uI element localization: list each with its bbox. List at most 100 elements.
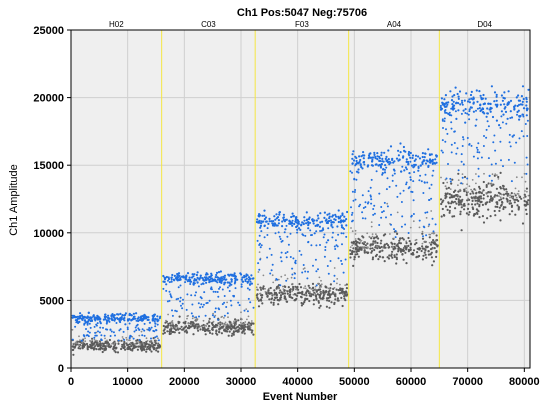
positive-droplet bbox=[468, 143, 471, 146]
negative-droplet bbox=[418, 254, 421, 258]
negative-droplet bbox=[272, 303, 275, 306]
positive-droplet bbox=[352, 150, 355, 153]
negative-droplet bbox=[491, 197, 494, 200]
negative-droplet bbox=[131, 349, 134, 352]
positive-droplet bbox=[385, 155, 388, 158]
positive-droplet bbox=[147, 318, 150, 321]
positive-droplet bbox=[258, 234, 261, 237]
positive-droplet bbox=[428, 223, 431, 226]
positive-droplet bbox=[337, 209, 340, 212]
positive-droplet bbox=[526, 119, 529, 122]
positive-droplet bbox=[363, 163, 366, 166]
negative-droplet bbox=[453, 200, 457, 203]
negative-droplet bbox=[415, 241, 418, 245]
positive-droplet bbox=[200, 283, 203, 286]
negative-droplet bbox=[304, 287, 307, 290]
positive-droplet bbox=[95, 324, 98, 327]
negative-droplet bbox=[234, 318, 237, 321]
negative-droplet bbox=[353, 258, 356, 261]
positive-droplet bbox=[461, 176, 464, 179]
positive-droplet bbox=[482, 93, 485, 97]
negative-droplet bbox=[390, 253, 393, 256]
negative-droplet bbox=[243, 332, 246, 335]
positive-droplet bbox=[123, 338, 126, 341]
negative-droplet bbox=[108, 338, 111, 342]
y-tick-label: 10000 bbox=[33, 228, 64, 240]
negative-droplet bbox=[277, 278, 280, 281]
negative-droplet bbox=[482, 193, 485, 197]
positive-droplet bbox=[286, 251, 289, 253]
positive-droplet bbox=[213, 316, 216, 318]
negative-droplet bbox=[186, 315, 189, 318]
negative-droplet bbox=[138, 334, 141, 337]
negative-droplet bbox=[185, 331, 189, 334]
positive-droplet bbox=[317, 217, 320, 220]
negative-droplet bbox=[429, 253, 432, 256]
negative-droplet bbox=[125, 336, 128, 339]
positive-droplet bbox=[518, 118, 521, 121]
positive-droplet bbox=[152, 315, 155, 318]
positive-droplet bbox=[307, 240, 310, 243]
positive-droplet bbox=[212, 290, 215, 293]
negative-droplet bbox=[409, 226, 412, 229]
positive-droplet bbox=[457, 95, 460, 98]
negative-droplet bbox=[412, 249, 416, 252]
positive-droplet bbox=[291, 224, 294, 227]
positive-droplet bbox=[323, 211, 326, 214]
positive-droplet bbox=[301, 271, 304, 274]
negative-droplet bbox=[487, 191, 490, 194]
positive-droplet bbox=[259, 246, 262, 249]
positive-droplet bbox=[486, 120, 489, 123]
positive-droplet bbox=[327, 272, 330, 275]
negative-droplet bbox=[261, 302, 264, 305]
negative-droplet bbox=[435, 234, 438, 237]
negative-droplet bbox=[511, 196, 514, 199]
positive-droplet bbox=[309, 221, 312, 224]
negative-droplet bbox=[124, 348, 127, 351]
positive-droplet bbox=[179, 284, 182, 287]
negative-droplet bbox=[211, 332, 214, 335]
negative-droplet bbox=[158, 344, 161, 347]
negative-droplet bbox=[153, 339, 157, 342]
positive-droplet bbox=[296, 231, 299, 234]
positive-droplet bbox=[282, 213, 285, 216]
negative-droplet bbox=[193, 316, 196, 319]
positive-droplet bbox=[313, 232, 316, 235]
positive-droplet bbox=[427, 148, 430, 151]
negative-droplet bbox=[489, 195, 493, 198]
positive-droplet bbox=[369, 195, 372, 198]
positive-droplet bbox=[156, 315, 159, 318]
negative-droplet bbox=[498, 206, 501, 209]
positive-droplet bbox=[450, 99, 454, 102]
negative-droplet bbox=[466, 183, 468, 186]
positive-droplet bbox=[303, 216, 306, 219]
negative-droplet bbox=[520, 197, 523, 200]
negative-droplet bbox=[478, 195, 481, 198]
negative-droplet bbox=[241, 318, 243, 321]
negative-droplet bbox=[517, 190, 520, 193]
positive-droplet bbox=[359, 203, 362, 206]
negative-droplet bbox=[354, 238, 357, 240]
positive-droplet bbox=[336, 245, 339, 248]
negative-droplet bbox=[84, 337, 86, 340]
positive-droplet bbox=[341, 263, 343, 265]
positive-droplet bbox=[394, 236, 397, 239]
positive-droplet bbox=[372, 213, 375, 216]
negative-droplet bbox=[460, 203, 463, 206]
positive-droplet bbox=[388, 185, 391, 188]
positive-droplet bbox=[472, 96, 475, 99]
negative-droplet bbox=[277, 303, 280, 306]
positive-droplet bbox=[361, 167, 364, 170]
positive-droplet bbox=[202, 303, 205, 306]
negative-droplet bbox=[195, 323, 198, 326]
negative-droplet bbox=[334, 298, 337, 301]
negative-droplet bbox=[83, 342, 86, 345]
negative-droplet bbox=[392, 248, 395, 251]
positive-droplet bbox=[428, 199, 430, 201]
positive-droplet bbox=[99, 321, 102, 324]
negative-droplet bbox=[201, 328, 205, 331]
positive-droplet bbox=[115, 322, 118, 324]
negative-droplet bbox=[451, 178, 454, 181]
positive-droplet bbox=[141, 334, 144, 337]
negative-droplet bbox=[472, 207, 475, 211]
